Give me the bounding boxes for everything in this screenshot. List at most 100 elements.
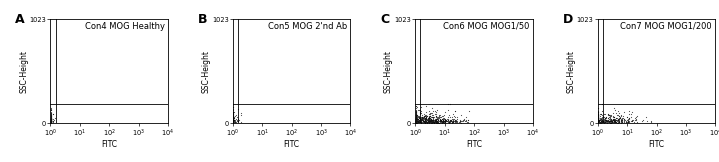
Point bbox=[609, 109, 620, 111]
Point bbox=[594, 121, 605, 123]
Point bbox=[439, 120, 451, 122]
Point bbox=[45, 117, 57, 120]
Point bbox=[228, 119, 239, 122]
Point bbox=[415, 121, 426, 123]
Point bbox=[228, 116, 239, 118]
Point bbox=[410, 104, 421, 107]
Point bbox=[410, 121, 421, 123]
Point bbox=[235, 114, 247, 116]
Point bbox=[603, 120, 614, 122]
Point bbox=[444, 116, 456, 118]
Point bbox=[431, 120, 442, 122]
Point bbox=[416, 116, 427, 119]
Point bbox=[410, 119, 421, 122]
Point bbox=[429, 120, 440, 123]
Point bbox=[418, 119, 430, 122]
Point bbox=[605, 117, 616, 120]
Point bbox=[607, 117, 618, 120]
Point bbox=[433, 116, 444, 118]
Point bbox=[418, 114, 430, 117]
Point bbox=[410, 118, 421, 120]
Point bbox=[410, 115, 421, 117]
Point bbox=[45, 121, 57, 124]
Point bbox=[592, 112, 604, 115]
Point bbox=[45, 120, 57, 123]
Point bbox=[623, 121, 634, 124]
Point bbox=[592, 117, 604, 119]
Point bbox=[418, 115, 429, 118]
Point bbox=[410, 115, 421, 118]
Point bbox=[431, 119, 443, 122]
Point bbox=[637, 118, 649, 121]
Point bbox=[427, 113, 439, 116]
Point bbox=[592, 120, 604, 122]
Point bbox=[592, 120, 604, 123]
Point bbox=[45, 117, 57, 120]
Point bbox=[592, 117, 604, 120]
Point bbox=[231, 116, 242, 119]
Point bbox=[412, 115, 423, 117]
Point bbox=[419, 117, 431, 120]
Point bbox=[628, 121, 640, 123]
Point bbox=[45, 120, 57, 123]
Point bbox=[444, 119, 455, 122]
Point bbox=[460, 120, 472, 123]
Point bbox=[451, 120, 462, 123]
Point bbox=[410, 121, 421, 124]
Point bbox=[595, 117, 607, 119]
Point bbox=[424, 115, 436, 117]
Point bbox=[613, 117, 625, 119]
Point bbox=[413, 119, 425, 122]
Point bbox=[444, 103, 456, 106]
Point bbox=[592, 118, 604, 121]
Point bbox=[605, 120, 616, 123]
Point bbox=[449, 119, 461, 122]
Point bbox=[449, 118, 460, 121]
Point bbox=[228, 116, 239, 119]
Point bbox=[613, 119, 624, 122]
Point bbox=[230, 117, 242, 120]
Point bbox=[410, 119, 421, 122]
Point bbox=[228, 119, 239, 122]
Point bbox=[45, 108, 57, 111]
Point bbox=[592, 113, 604, 116]
Point bbox=[410, 117, 421, 120]
Point bbox=[425, 118, 436, 120]
Point bbox=[410, 119, 421, 122]
Point bbox=[592, 121, 604, 123]
Point bbox=[410, 120, 421, 123]
Point bbox=[230, 114, 242, 116]
Point bbox=[636, 120, 647, 123]
Point bbox=[604, 121, 615, 123]
Point bbox=[439, 110, 450, 113]
Point bbox=[410, 118, 421, 121]
Point bbox=[410, 121, 421, 123]
Point bbox=[411, 118, 422, 120]
Point bbox=[611, 117, 623, 120]
Point bbox=[410, 118, 421, 120]
Point bbox=[608, 116, 620, 118]
Point bbox=[613, 120, 625, 123]
Point bbox=[443, 108, 454, 111]
Point bbox=[232, 120, 244, 123]
Point bbox=[436, 121, 448, 124]
Point bbox=[415, 112, 426, 115]
Point bbox=[592, 116, 604, 118]
Point bbox=[429, 120, 441, 122]
Point bbox=[607, 120, 618, 122]
Point bbox=[434, 120, 446, 123]
Point bbox=[423, 112, 434, 115]
Point bbox=[416, 118, 427, 121]
Point bbox=[446, 119, 457, 122]
Point bbox=[45, 120, 57, 123]
Point bbox=[436, 119, 447, 121]
Point bbox=[592, 114, 604, 117]
Point bbox=[410, 120, 421, 123]
Point bbox=[413, 120, 425, 123]
Point bbox=[413, 115, 425, 117]
Point bbox=[414, 116, 426, 119]
Point bbox=[228, 118, 239, 121]
Point bbox=[599, 119, 610, 121]
Point bbox=[621, 121, 633, 123]
Point bbox=[592, 120, 604, 123]
